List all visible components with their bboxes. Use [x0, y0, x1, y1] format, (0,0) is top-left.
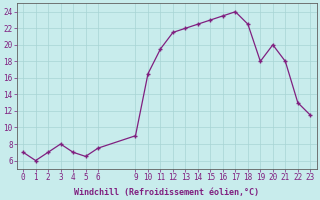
- X-axis label: Windchill (Refroidissement éolien,°C): Windchill (Refroidissement éolien,°C): [74, 188, 259, 197]
